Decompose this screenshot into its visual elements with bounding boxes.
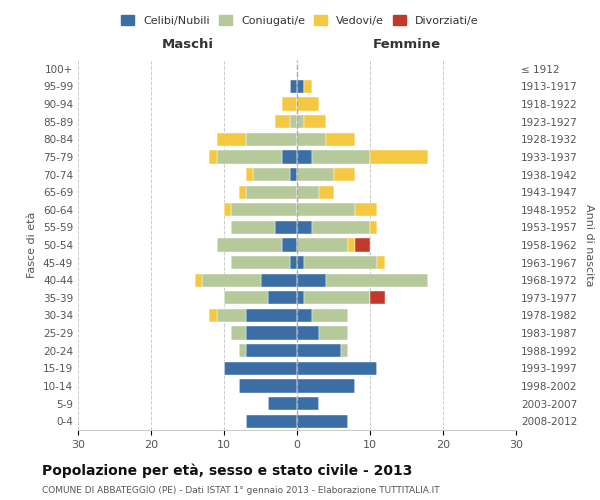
Bar (297, 414, 348, 428)
Bar (297, 115, 304, 128)
Bar (268, 291, 297, 304)
Text: Femmine: Femmine (373, 38, 440, 51)
Bar (202, 274, 260, 287)
Bar (311, 150, 370, 164)
Bar (290, 80, 297, 93)
Bar (232, 221, 275, 234)
Bar (297, 326, 319, 340)
Bar (297, 221, 311, 234)
Bar (260, 274, 297, 287)
Bar (311, 221, 370, 234)
Bar (297, 274, 326, 287)
Bar (297, 132, 326, 146)
Text: COMUNE DI ABBATEGGIO (PE) - Dati ISTAT 1° gennaio 2013 - Elaborazione TUTTITALIA: COMUNE DI ABBATEGGIO (PE) - Dati ISTAT 1… (42, 486, 440, 495)
Bar (297, 256, 304, 269)
Bar (224, 203, 232, 216)
Bar (348, 238, 355, 252)
Bar (311, 309, 348, 322)
Bar (370, 150, 428, 164)
Text: Popolazione per età, sesso e stato civile - 2013: Popolazione per età, sesso e stato civil… (42, 464, 412, 478)
Bar (246, 344, 297, 358)
Bar (195, 274, 202, 287)
Bar (370, 291, 385, 304)
Bar (290, 168, 297, 181)
Bar (217, 309, 246, 322)
Bar (209, 309, 217, 322)
Bar (297, 344, 341, 358)
Bar (246, 326, 297, 340)
Bar (326, 274, 428, 287)
Bar (297, 186, 319, 198)
Bar (275, 115, 290, 128)
Bar (217, 132, 246, 146)
Bar (268, 397, 297, 410)
Bar (283, 238, 297, 252)
Text: Maschi: Maschi (161, 38, 214, 51)
Bar (297, 380, 355, 392)
Bar (355, 203, 377, 216)
Bar (341, 344, 348, 358)
Bar (246, 414, 297, 428)
Bar (232, 203, 297, 216)
Bar (297, 397, 319, 410)
Bar (297, 168, 334, 181)
Bar (297, 291, 304, 304)
Bar (232, 256, 290, 269)
Bar (239, 344, 246, 358)
Bar (232, 326, 246, 340)
Bar (246, 309, 297, 322)
Bar (239, 186, 246, 198)
Bar (275, 221, 297, 234)
Bar (217, 150, 283, 164)
Bar (239, 380, 297, 392)
Bar (209, 150, 217, 164)
Bar (297, 150, 311, 164)
Bar (290, 115, 297, 128)
Legend: Celibi/Nubili, Coniugati/e, Vedovi/e, Divorziati/e: Celibi/Nubili, Coniugati/e, Vedovi/e, Di… (117, 10, 483, 30)
Bar (297, 362, 377, 375)
Bar (304, 80, 311, 93)
Bar (334, 168, 355, 181)
Bar (224, 291, 268, 304)
Bar (377, 256, 385, 269)
Bar (283, 98, 297, 110)
Bar (326, 132, 355, 146)
Bar (297, 309, 311, 322)
Bar (297, 98, 319, 110)
Bar (297, 80, 304, 93)
Bar (283, 150, 297, 164)
Bar (246, 132, 297, 146)
Bar (246, 186, 297, 198)
Bar (370, 221, 377, 234)
Y-axis label: Fasce di età: Fasce di età (28, 212, 37, 278)
Bar (217, 238, 283, 252)
Bar (304, 291, 370, 304)
Bar (297, 238, 348, 252)
Bar (246, 168, 253, 181)
Bar (290, 256, 297, 269)
Bar (355, 238, 370, 252)
Bar (319, 326, 348, 340)
Y-axis label: Anni di nascita: Anni di nascita (584, 204, 594, 286)
Bar (304, 256, 377, 269)
Bar (224, 362, 297, 375)
Bar (297, 203, 355, 216)
Bar (253, 168, 290, 181)
Bar (304, 115, 326, 128)
Bar (319, 186, 334, 198)
